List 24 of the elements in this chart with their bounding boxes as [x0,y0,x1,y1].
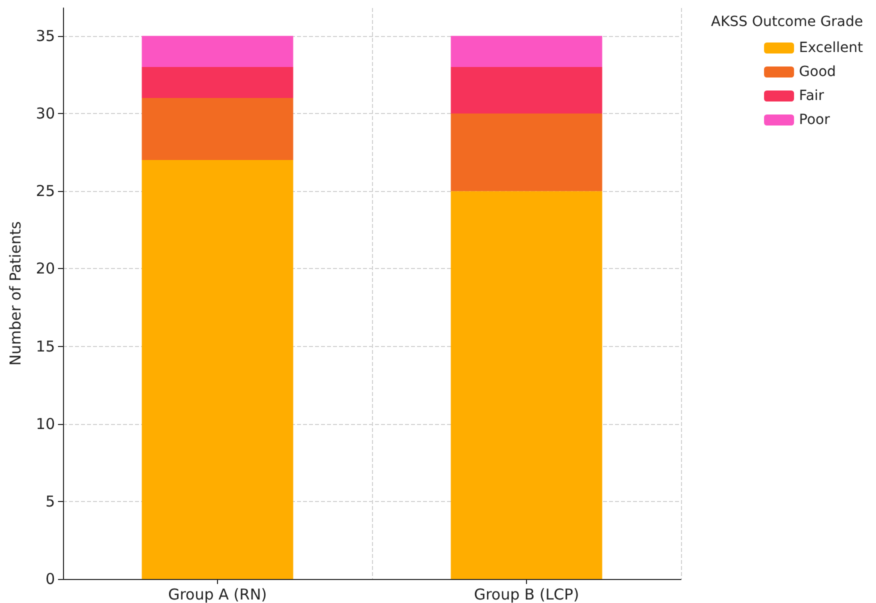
y-tick-label: 0 [45,570,55,588]
y-tick-label: 15 [36,337,55,356]
x-tick-label: Group B (LCP) [474,586,580,603]
bar [142,36,294,67]
legend-label: Excellent [799,40,864,56]
legend-label: Poor [799,112,830,128]
x-tick-label: Group A (RN) [168,586,267,603]
y-tick-label: 35 [36,26,55,45]
y-tick-label: 20 [36,260,55,278]
y-tick-label: 25 [36,182,55,200]
bar [142,160,294,579]
y-tick-label: 5 [45,492,55,510]
bar [142,98,294,160]
legend-label: Fair [799,88,824,104]
y-tick-label: 30 [36,104,55,123]
bar [142,66,294,98]
bar [450,66,602,114]
legend-label: Good [799,64,836,80]
bar [450,191,602,579]
bar [450,36,602,67]
legend-title: AKSS Outcome Grade [710,14,864,30]
y-tick-label: 10 [36,414,55,433]
y-axis-title: Number of Patients [6,221,24,366]
bar [450,114,602,192]
